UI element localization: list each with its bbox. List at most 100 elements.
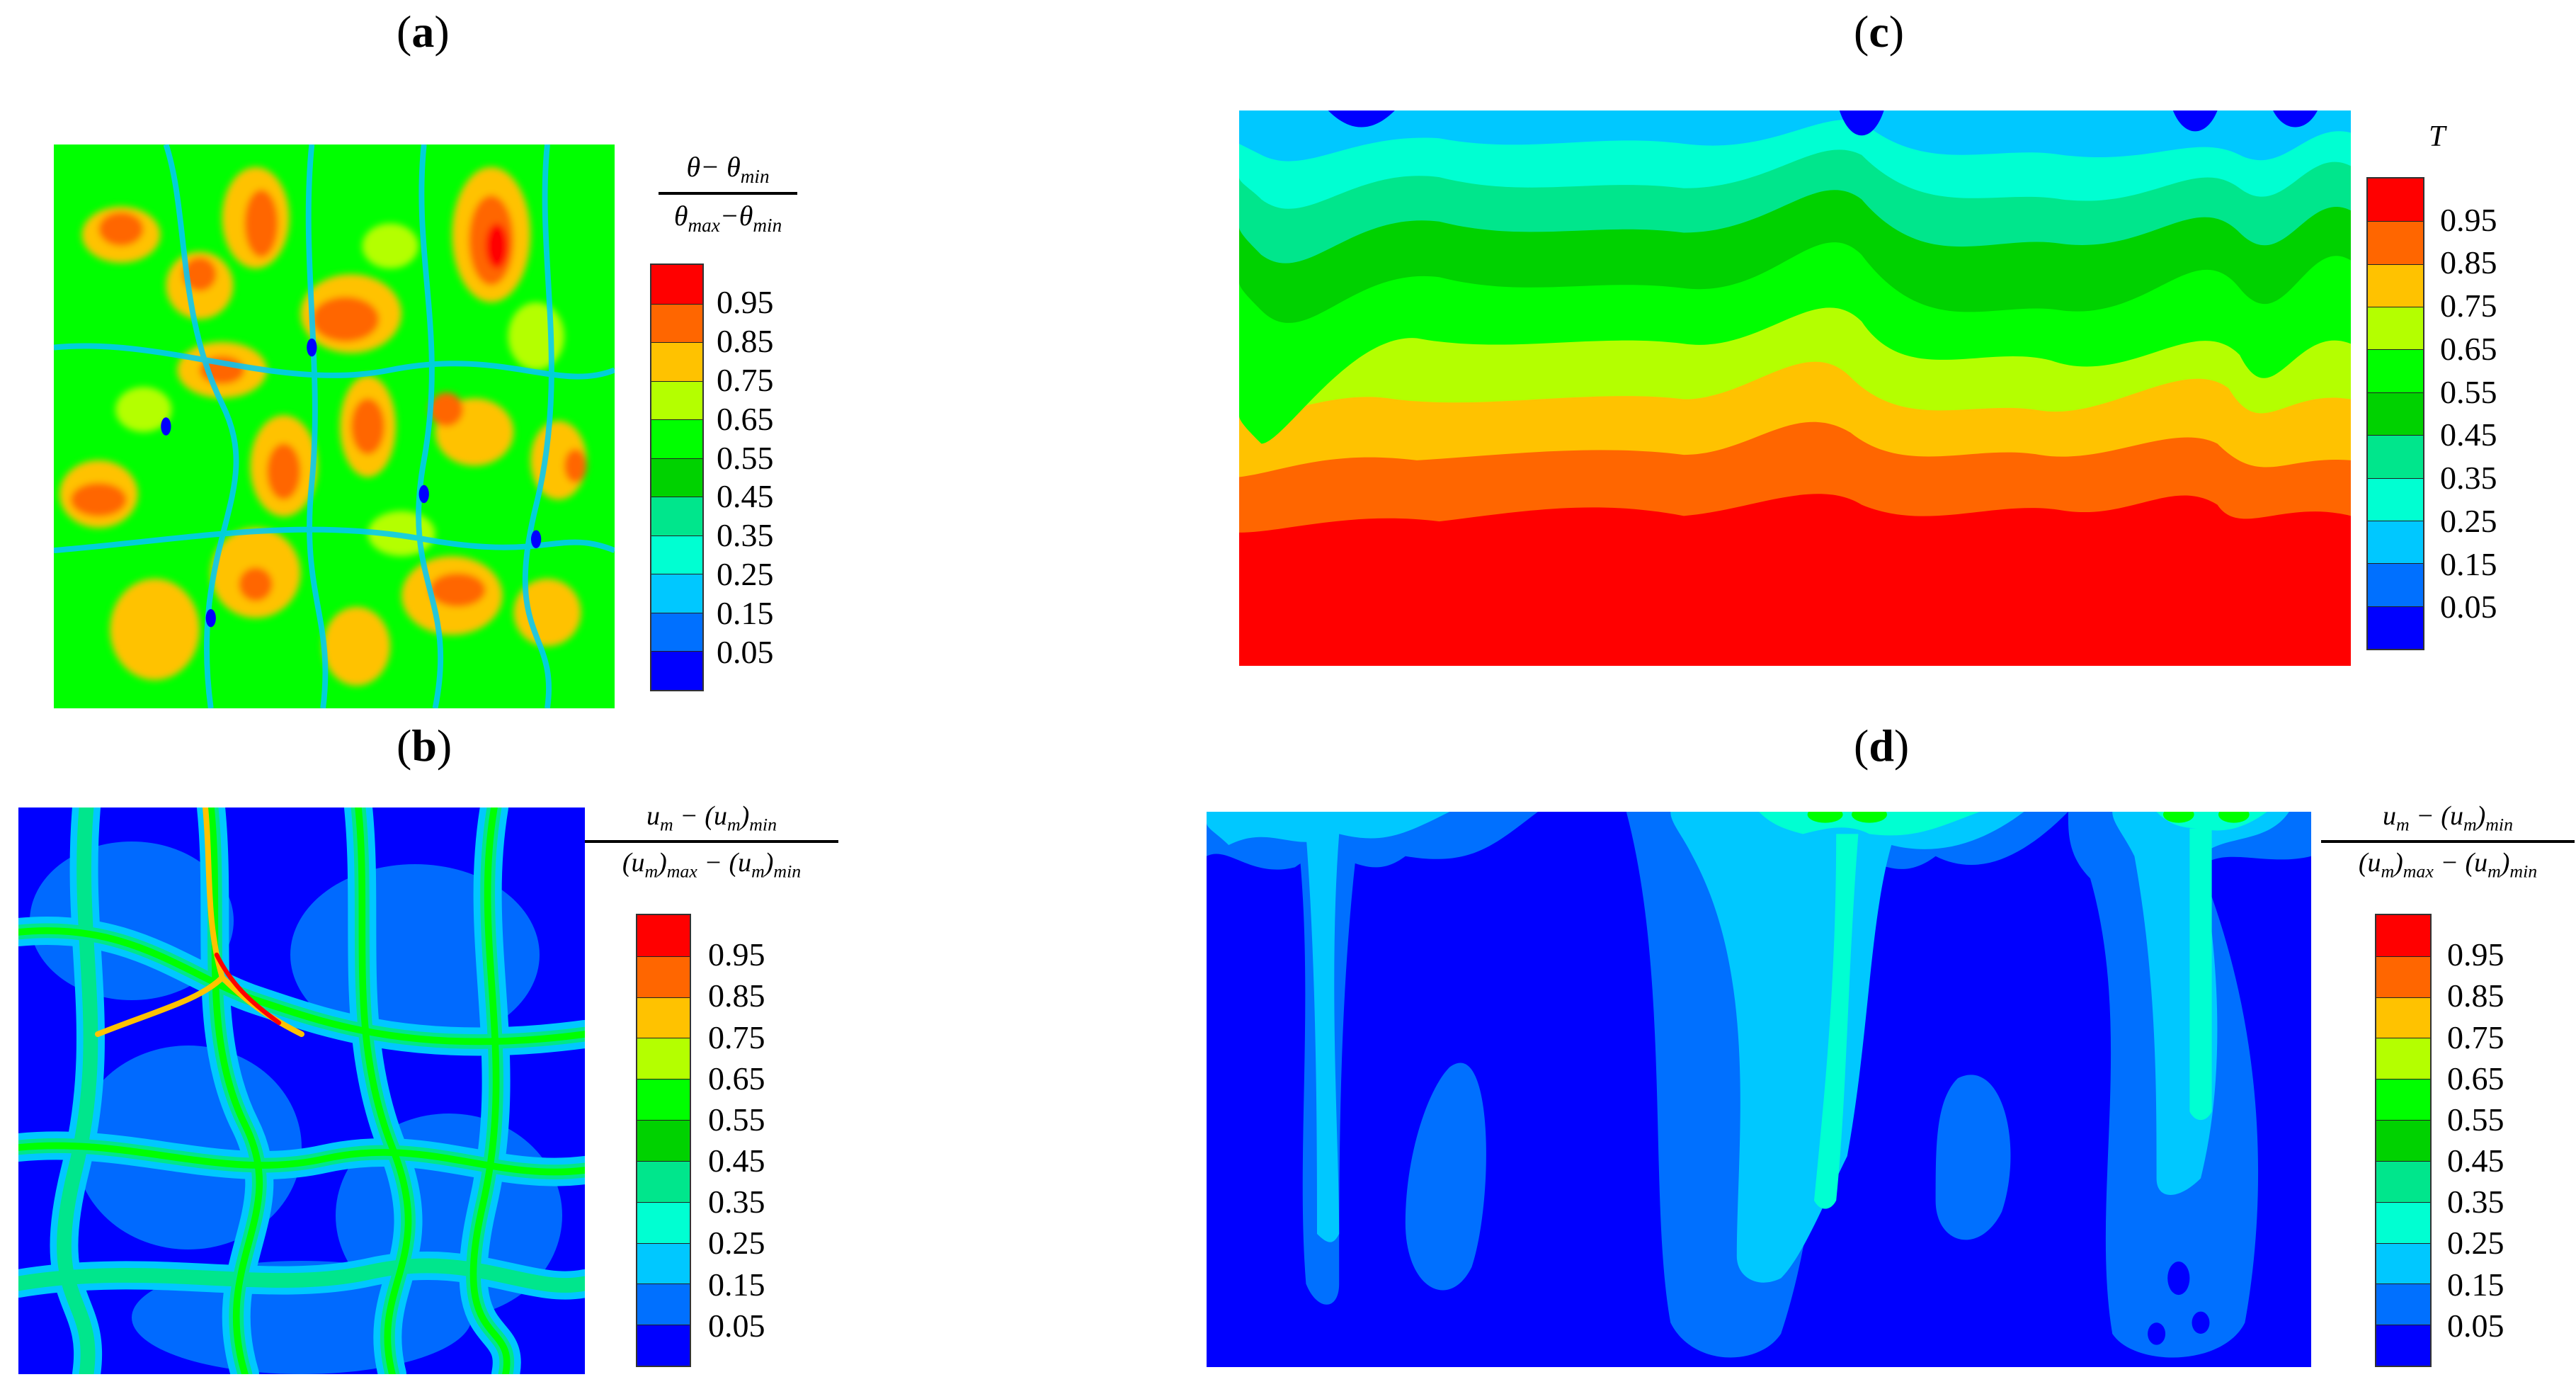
colorbar-tick-label: 0.55 xyxy=(2447,1101,2504,1138)
colorbar-swatch xyxy=(2368,435,2423,478)
colorbar-tick-label: 0.85 xyxy=(2447,978,2504,1014)
colorbar-swatch xyxy=(2376,1160,2430,1202)
colorbar-tick-label: 0.65 xyxy=(708,1060,765,1096)
colorbar-tick-label: 0.15 xyxy=(2440,545,2497,582)
colorbar-swatch xyxy=(651,612,702,652)
colorbar-swatch xyxy=(651,265,702,304)
colorbar-tick-label: 0.35 xyxy=(2447,1184,2504,1220)
colorbar-swatch xyxy=(651,497,702,536)
contour-plot-d xyxy=(1207,812,2311,1367)
colorbar-ticks-b: 0.95 0.85 0.75 0.65 0.55 0.45 0.35 0.25 0.15 0.05 xyxy=(708,914,793,1367)
colorbar-tick-label: 0.85 xyxy=(2440,244,2497,281)
colorbar-tick-label: 0.65 xyxy=(717,400,774,437)
colorbar-tick-label: 0.25 xyxy=(717,556,774,593)
colorbar-tick-label: 0.95 xyxy=(717,283,774,320)
colorbar-swatch xyxy=(2376,956,2430,997)
colorbar-swatch xyxy=(651,458,702,497)
colorbar-swatch xyxy=(651,342,702,381)
colorbar-swatch xyxy=(651,574,702,613)
colorbar-swatch xyxy=(2376,1284,2430,1325)
colorbar-tick-label: 0.05 xyxy=(708,1307,765,1344)
colorbar-tick-label: 0.85 xyxy=(717,322,774,359)
colorbar-swatch xyxy=(637,1284,690,1325)
colorbar-tick-label: 0.95 xyxy=(2440,201,2497,238)
panel-label-b: (b) xyxy=(397,720,452,771)
colorbar-tick-label: 0.25 xyxy=(2440,502,2497,539)
colorbar-tick-label: 0.05 xyxy=(717,634,774,671)
colorbar-swatch xyxy=(651,380,702,420)
legend-title-b: um − (um)min (um)max − (um)min xyxy=(585,800,838,882)
contour-plot-a xyxy=(54,144,615,708)
colorbar-tick-label: 0.95 xyxy=(708,936,765,973)
colorbar-c xyxy=(2366,177,2424,650)
panel-label-d: (d) xyxy=(1854,720,1910,771)
colorbar-ticks-c: 0.95 0.85 0.75 0.65 0.55 0.45 0.35 0.25 0.15 0.05 xyxy=(2440,177,2525,650)
colorbar-tick-label: 0.05 xyxy=(2440,589,2497,625)
colorbar-swatch xyxy=(2368,307,2423,350)
colorbar-tick-label: 0.25 xyxy=(2447,1225,2504,1262)
colorbar-tick-label: 0.75 xyxy=(2440,288,2497,324)
legend-title-a: θ− θmin θmax−θmin xyxy=(659,150,797,237)
colorbar-swatch xyxy=(651,419,702,458)
legend-title-d: um − (um)min (um)max − (um)min xyxy=(2321,800,2575,882)
colorbar-a xyxy=(650,264,704,691)
colorbar-tick-label: 0.15 xyxy=(717,595,774,632)
colorbar-swatch xyxy=(2376,1079,2430,1121)
colorbar-swatch xyxy=(2368,477,2423,521)
colorbar-tick-label: 0.95 xyxy=(2447,936,2504,973)
colorbar-swatch xyxy=(651,535,702,574)
colorbar-tick-label: 0.45 xyxy=(708,1143,765,1179)
colorbar-swatch xyxy=(2368,563,2423,606)
colorbar-swatch xyxy=(651,651,702,690)
colorbar-tick-label: 0.05 xyxy=(2447,1307,2504,1344)
colorbar-tick-label: 0.15 xyxy=(708,1266,765,1303)
colorbar-swatch xyxy=(2368,349,2423,392)
colorbar-tick-label: 0.75 xyxy=(2447,1019,2504,1055)
colorbar-swatch xyxy=(637,915,690,956)
colorbar-swatch xyxy=(2368,520,2423,564)
colorbar-ticks-d: 0.95 0.85 0.75 0.65 0.55 0.45 0.35 0.25 0.15 0.05 xyxy=(2447,914,2532,1367)
colorbar-swatch xyxy=(2368,392,2423,436)
colorbar-d xyxy=(2375,914,2432,1367)
colorbar-tick-label: 0.45 xyxy=(717,478,774,515)
contour-plot-b xyxy=(18,808,585,1374)
colorbar-swatch xyxy=(637,1201,690,1243)
colorbar-swatch xyxy=(2376,1038,2430,1080)
colorbar-swatch xyxy=(2376,1201,2430,1243)
colorbar-b xyxy=(636,914,691,1367)
panel-label-a: (a) xyxy=(397,6,450,57)
colorbar-tick-label: 0.65 xyxy=(2440,330,2497,367)
colorbar-tick-label: 0.55 xyxy=(708,1101,765,1138)
colorbar-tick-label: 0.55 xyxy=(2440,373,2497,410)
colorbar-tick-label: 0.75 xyxy=(708,1019,765,1055)
colorbar-swatch xyxy=(637,1242,690,1284)
colorbar-tick-label: 0.75 xyxy=(717,361,774,398)
colorbar-tick-label: 0.45 xyxy=(2447,1143,2504,1179)
colorbar-tick-label: 0.55 xyxy=(717,439,774,476)
colorbar-swatch xyxy=(637,1079,690,1121)
colorbar-swatch xyxy=(637,1120,690,1161)
colorbar-tick-label: 0.65 xyxy=(2447,1060,2504,1096)
colorbar-swatch xyxy=(2368,178,2423,222)
colorbar-swatch xyxy=(2376,1242,2430,1284)
colorbar-tick-label: 0.45 xyxy=(2440,416,2497,453)
colorbar-swatch xyxy=(637,1038,690,1080)
colorbar-tick-label: 0.85 xyxy=(708,978,765,1014)
colorbar-swatch xyxy=(637,1325,690,1366)
colorbar-swatch xyxy=(637,997,690,1038)
colorbar-swatch xyxy=(2376,915,2430,956)
colorbar-swatch xyxy=(637,956,690,997)
colorbar-swatch xyxy=(2376,1325,2430,1366)
contour-plot-c xyxy=(1239,110,2351,666)
colorbar-tick-label: 0.15 xyxy=(2447,1266,2504,1303)
panel-label-c: (c) xyxy=(1854,6,1905,57)
colorbar-tick-label: 0.35 xyxy=(2440,460,2497,497)
colorbar-swatch xyxy=(2368,264,2423,307)
colorbar-tick-label: 0.35 xyxy=(708,1184,765,1220)
colorbar-tick-label: 0.25 xyxy=(708,1225,765,1262)
colorbar-swatch xyxy=(2376,997,2430,1038)
colorbar-tick-label: 0.35 xyxy=(717,517,774,554)
colorbar-swatch xyxy=(2376,1120,2430,1161)
colorbar-ticks-a: 0.95 0.85 0.75 0.65 0.55 0.45 0.35 0.25 0.15 0.05 xyxy=(717,264,802,691)
colorbar-swatch xyxy=(2368,606,2423,649)
